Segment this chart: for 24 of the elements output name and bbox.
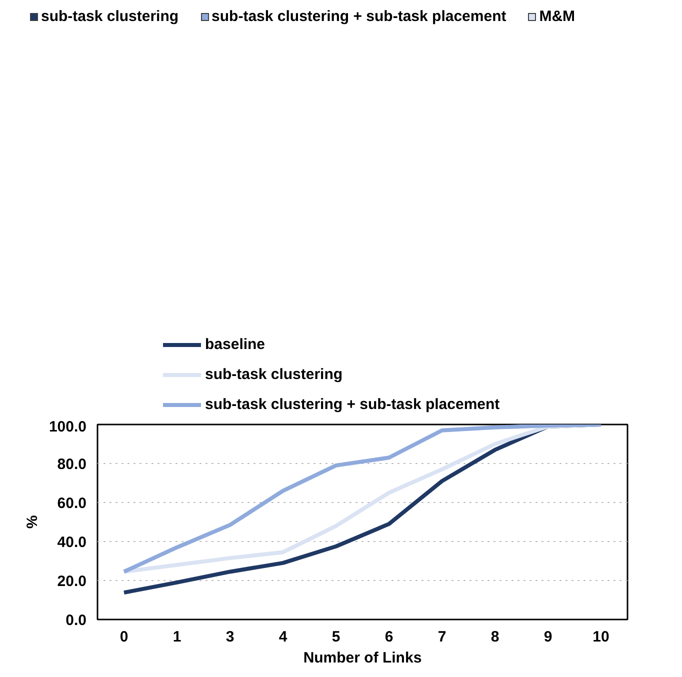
y-tick-label: 80.0 bbox=[57, 456, 87, 473]
y-tick-label: 0.0 bbox=[66, 612, 87, 629]
x-axis-title: Number of Links bbox=[303, 650, 422, 666]
x-tick-label: 5 bbox=[332, 628, 340, 646]
x-tick-label: 0 bbox=[120, 628, 128, 646]
legend-label: baseline bbox=[204, 335, 266, 355]
x-tick-label: 1 bbox=[172, 628, 182, 646]
x-tick-label: 9 bbox=[544, 628, 552, 646]
x-tick-label: 10 bbox=[592, 628, 610, 646]
x-tick-label: 8 bbox=[490, 628, 500, 646]
category-label: sub-task clustering + sub-task placement bbox=[210, 7, 506, 27]
category-label: M&M bbox=[538, 7, 576, 27]
legend-label: sub-task clustering + sub-task placement bbox=[204, 395, 500, 415]
category-label: sub-task clustering bbox=[40, 7, 179, 27]
x-tick-label: 4 bbox=[278, 628, 288, 646]
y-tick-label: 40.0 bbox=[57, 534, 87, 551]
y-tick-label: 100.0 bbox=[48, 418, 87, 436]
y-axis-title: % bbox=[24, 515, 41, 529]
x-tick-label: 7 bbox=[438, 628, 446, 646]
x-tick-label: 3 bbox=[226, 628, 234, 646]
y-tick-label: 60.0 bbox=[57, 495, 87, 512]
legend-label: sub-task clustering bbox=[204, 365, 344, 385]
y-tick-label: 20.0 bbox=[57, 573, 87, 590]
x-tick-label: 6 bbox=[384, 628, 394, 646]
